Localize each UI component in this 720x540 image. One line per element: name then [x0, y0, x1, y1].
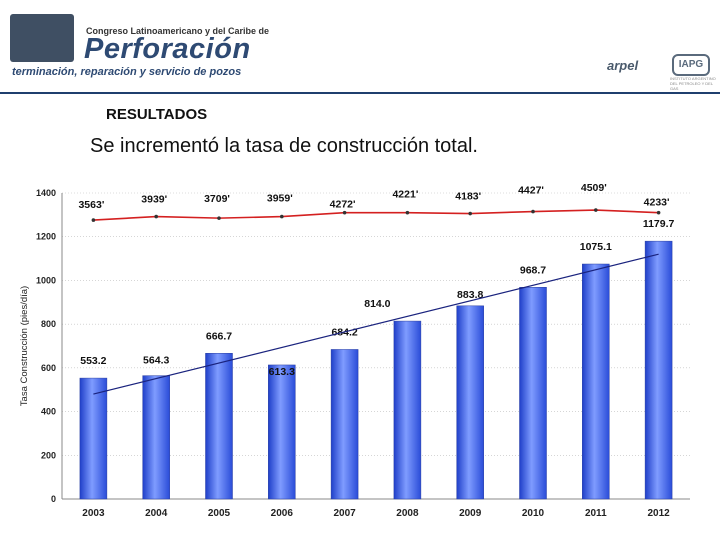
x-tick-label: 2007 — [333, 508, 356, 519]
iapg-caption: INSTITUTO ARGENTINO DEL PETROLEO Y DEL G… — [670, 76, 716, 91]
bar-data-label: 1179.7 — [643, 218, 675, 230]
depth-point — [405, 210, 410, 215]
logo-subtitle: Congreso Latinoamericano y del Caribe de — [86, 26, 270, 36]
bar-data-label: 968.7 — [520, 264, 546, 276]
bar-2003 — [79, 377, 108, 500]
bar-2010 — [519, 287, 547, 500]
logo-tagline: terminación, reparación y servicio de po… — [12, 66, 242, 78]
y-tick-label: 600 — [41, 363, 56, 373]
depth-point — [217, 216, 221, 220]
y-axis-label: Tasa Construcción (pies/día) — [19, 286, 30, 406]
x-tick-label: 2009 — [459, 508, 482, 519]
y-tick-label: 800 — [41, 319, 56, 329]
depth-point — [594, 208, 598, 212]
x-tick-label: 2006 — [271, 508, 294, 519]
chart: 0 200 400 600 800 1000 1200 1400 Tasa Construcci… — [19, 182, 690, 519]
depth-data-label: 4183' — [455, 191, 481, 203]
bar-data-label: 613.3 — [269, 366, 295, 378]
depth-point — [468, 211, 473, 216]
bar-2005 — [205, 353, 233, 500]
y-tick-label: 1400 — [36, 188, 56, 198]
x-tick-label: 2003 — [82, 508, 105, 519]
bar-2007 — [330, 349, 359, 500]
depth-point — [656, 210, 661, 215]
y-tick-label: 1000 — [36, 275, 56, 285]
depth-data-label: 3709' — [204, 193, 230, 205]
trend-line — [93, 253, 659, 395]
x-tick-label: 2004 — [145, 508, 168, 519]
depth-point — [342, 210, 347, 215]
bar-data-label: 564.3 — [143, 355, 169, 367]
x-tick-label: 2011 — [585, 508, 607, 519]
depth-point — [280, 214, 284, 219]
depth-data-label: 3959' — [267, 193, 293, 205]
depth-data-label: 4221' — [392, 189, 418, 201]
bar-2011 — [582, 263, 610, 500]
bar-2012 — [644, 240, 673, 500]
bar-data-label: 883.8 — [457, 289, 483, 301]
header-divider — [0, 92, 720, 94]
depth-line — [93, 209, 659, 221]
depth-data-label: 4509' — [581, 182, 607, 194]
bar-2008 — [393, 320, 422, 500]
bar-data-label: 1075.1 — [580, 241, 612, 253]
depth-data-label: 3939' — [141, 194, 167, 206]
bar-data-label: 666.7 — [206, 330, 232, 342]
y-tick-label: 0 — [51, 494, 56, 504]
bar-data-label: 814.0 — [364, 298, 390, 310]
depth-data-label: 4272' — [330, 199, 356, 211]
x-tick-label: 2010 — [522, 508, 545, 519]
section-title: RESULTADOS — [106, 106, 208, 123]
y-tick-label: 1200 — [36, 232, 56, 242]
bar-2009 — [456, 305, 484, 500]
x-tick-label: 2005 — [208, 508, 231, 519]
depth-data-label: 4427' — [518, 185, 544, 197]
depth-point — [154, 214, 158, 219]
depth-data-label: 3563' — [78, 199, 104, 211]
depth-point — [531, 209, 535, 214]
bar-data-label: 553.2 — [80, 355, 106, 367]
arpel-logo: arpel — [607, 58, 639, 73]
x-tick-label: 2008 — [396, 508, 419, 519]
bar-2006 — [268, 364, 296, 500]
y-tick-label: 200 — [41, 450, 56, 460]
header-banner: Congreso Latinoamericano y del Caribe de… — [0, 0, 720, 92]
slide-subtitle: Se incrementó la tasa de construcción to… — [90, 135, 478, 157]
bar-2004 — [142, 375, 170, 500]
depth-data-label: 4233' — [644, 197, 670, 209]
x-tick-label: 2012 — [647, 508, 670, 519]
logo-title: Perforación — [84, 33, 251, 65]
congress-logo-icon — [10, 14, 74, 62]
y-tick-label: 400 — [41, 407, 56, 417]
iapg-logo: IAPG — [672, 54, 710, 76]
depth-point — [91, 218, 96, 222]
